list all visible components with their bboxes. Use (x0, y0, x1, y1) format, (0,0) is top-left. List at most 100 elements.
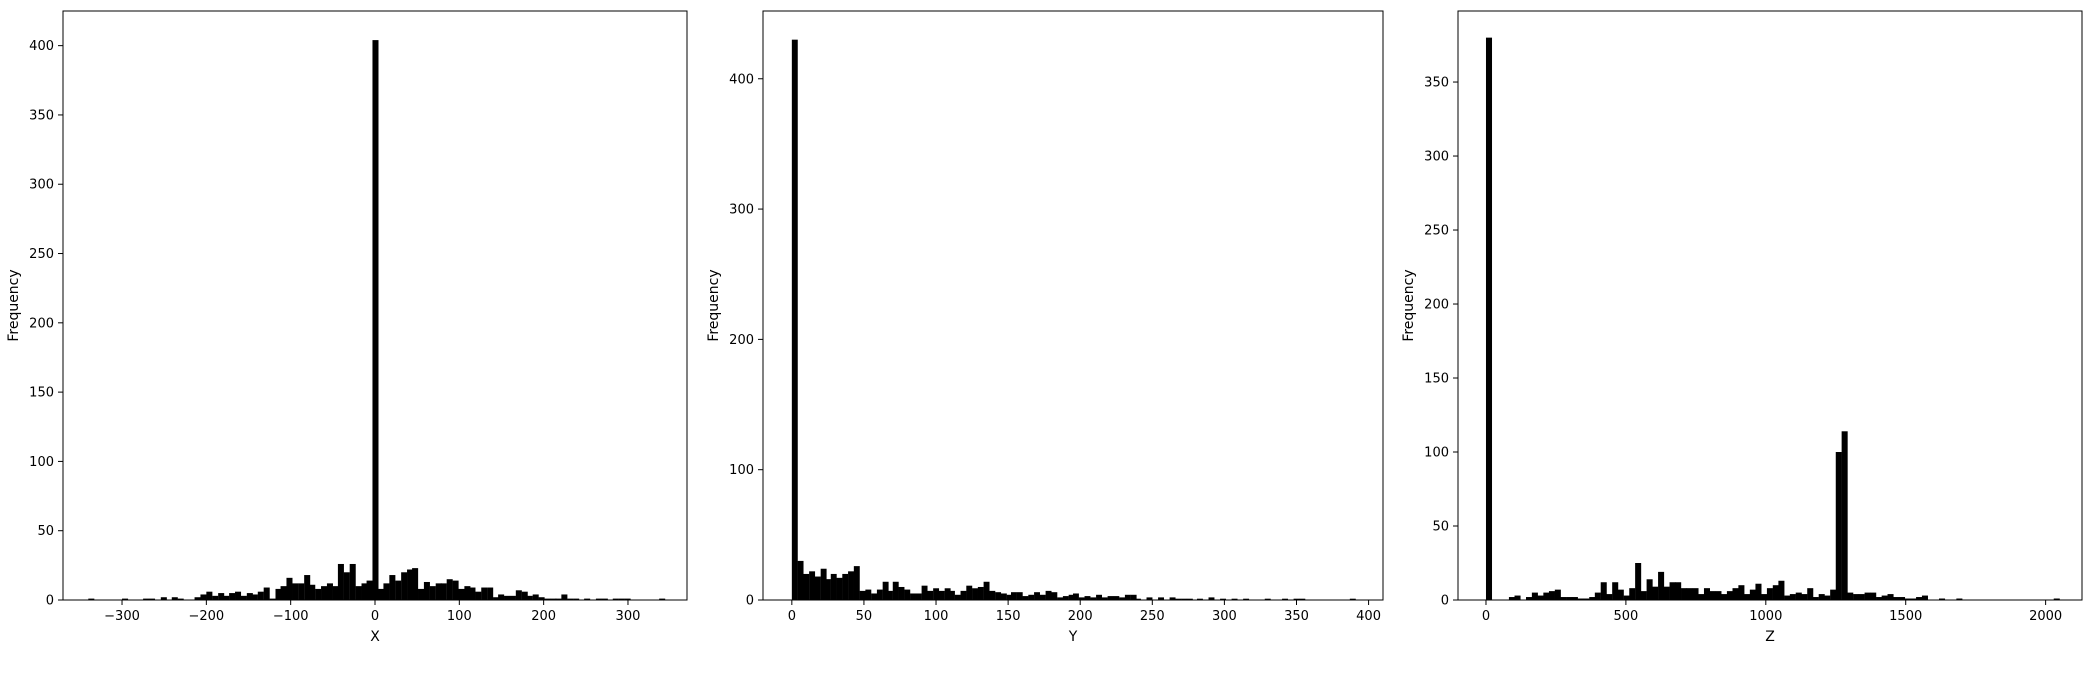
histogram-z-bar (1732, 588, 1739, 600)
histogram-x-bar (292, 583, 299, 600)
histogram-y-bar (791, 39, 798, 601)
histogram-y-xtick-label: 150 (996, 609, 1021, 624)
histogram-x-xlabel: X (370, 629, 380, 645)
histogram-z-bar (1554, 589, 1561, 600)
histogram-x-bar (206, 591, 213, 600)
histogram-y-bar (1299, 598, 1306, 600)
histogram-x-bar (349, 563, 356, 600)
histogram-z-bar (1853, 594, 1860, 600)
histogram-x-bar (143, 598, 150, 600)
histogram-y-bar (882, 581, 889, 600)
histogram-z-ytick-label: 50 (1432, 520, 1449, 535)
histogram-x-bar (177, 598, 184, 600)
histogram-x-bar (280, 586, 287, 600)
histogram-z-bar (1514, 595, 1521, 600)
histogram-y-bar (1264, 598, 1271, 600)
histogram-x-bar (440, 583, 447, 600)
histogram-z-bar (1623, 595, 1630, 600)
histogram-y-bar (1090, 597, 1097, 600)
histogram-z-bar (1824, 595, 1831, 600)
histogram-z-bar (1956, 598, 1963, 600)
histogram-y-frame (762, 10, 1384, 601)
histogram-z-bar (1916, 597, 1923, 600)
histogram-z-bar (1870, 592, 1877, 600)
histogram-x-bar (304, 575, 311, 600)
histogram-x-bar (309, 584, 316, 600)
histogram-z-xtick-label: 500 (1613, 609, 1638, 624)
histogram-x-bar (235, 591, 242, 600)
histogram-x-bar (624, 598, 631, 600)
histogram-y-bar (892, 581, 899, 600)
histogram-z-bar (1801, 594, 1808, 600)
histogram-x-bar (343, 572, 350, 600)
histogram-x-bar (275, 588, 282, 600)
histogram-x-ytick-label: 200 (29, 316, 54, 331)
histogram-z-xtick-label: 2000 (2029, 609, 2062, 624)
histogram-x-ytick-label: 0 (46, 594, 54, 609)
histogram-x-bar (601, 598, 608, 600)
histogram-z-bar (1881, 595, 1888, 600)
histogram-x-xtick-label: −300 (104, 609, 140, 624)
histogram-y-bar (933, 588, 940, 600)
histogram-z-bar (1709, 591, 1716, 600)
histogram-x-bar (326, 583, 333, 600)
histogram-y-bar (1186, 598, 1193, 600)
histogram-y-ytick-label: 300 (729, 203, 754, 218)
histogram-z-bar (1807, 588, 1814, 600)
histogram-x-bar (595, 598, 602, 600)
histogram-x-bar (171, 597, 178, 600)
histogram-x-bar (532, 594, 539, 600)
histogram-z-bar (1543, 592, 1550, 600)
histogram-z-bar (1675, 582, 1682, 600)
histogram-x-bar (659, 598, 666, 600)
histogram-z-bar (1560, 597, 1567, 600)
histogram-x-bar (321, 586, 328, 600)
histogram-x-bar (149, 598, 156, 600)
histogram-x-ytick-label: 100 (29, 455, 54, 470)
histogram-y-bar (1006, 594, 1013, 600)
histogram-y-bar (887, 590, 893, 600)
histogram-x-bar (269, 598, 276, 600)
histogram-y-bar (1107, 596, 1114, 600)
histogram-y-xtick-label: 400 (1356, 609, 1381, 624)
histogram-y-bar (1197, 598, 1203, 600)
histogram-y-xtick-label: 250 (1140, 609, 1165, 624)
histogram-z-ylabel: Frequency (1401, 269, 1417, 341)
histogram-x-bar (246, 593, 253, 600)
histogram-y-ylabel: Frequency (706, 269, 722, 341)
histogram-x-bar (257, 591, 264, 600)
histogram-y-bar (938, 590, 945, 600)
histogram-z-ytick-label: 350 (1424, 76, 1449, 91)
histogram-z-bar (1669, 582, 1676, 600)
histogram-x-bar (223, 595, 230, 600)
histogram-y-bar (803, 573, 810, 600)
histogram-x-bar (567, 598, 574, 600)
histogram-z-bar (1841, 431, 1848, 600)
histogram-y-bar (1231, 598, 1238, 600)
histogram-y-bar (876, 589, 883, 600)
histogram-x-ylabel: Frequency (6, 269, 22, 341)
histogram-y-bar (904, 589, 911, 600)
histogram-x-xtick-label: −200 (188, 609, 224, 624)
histogram-z-bar (1864, 592, 1871, 600)
histogram-x-bar (464, 586, 471, 600)
histogram-y-bar (1220, 598, 1226, 600)
histogram-z-bar (1571, 597, 1578, 600)
histogram-y-bar (848, 571, 854, 600)
histogram-y-xtick-label: 200 (1068, 609, 1093, 624)
histogram-x-bar (412, 568, 419, 600)
histogram-y-bar (859, 590, 866, 600)
histogram-y-bar (1208, 597, 1215, 600)
histogram-y-xtick-label: 50 (856, 609, 873, 624)
histogram-y-bar (1113, 596, 1120, 600)
histogram-z-bar (1629, 588, 1636, 600)
histogram-x-xtick-label: 300 (616, 609, 641, 624)
histogram-x-bar (481, 587, 488, 600)
histogram-z-bar (1692, 588, 1699, 600)
histogram-z-bar (1617, 589, 1624, 600)
histogram-y-bar (927, 590, 934, 600)
histogram-z: 0 500 1000 1500 2000 0 50 100 150 200 250 300 350 Z Fr… (1401, 10, 2083, 645)
histogram-x-bar (435, 583, 442, 600)
histogram-z-ytick-label: 150 (1424, 372, 1449, 387)
histogram-y-ytick-label: 100 (729, 463, 754, 478)
